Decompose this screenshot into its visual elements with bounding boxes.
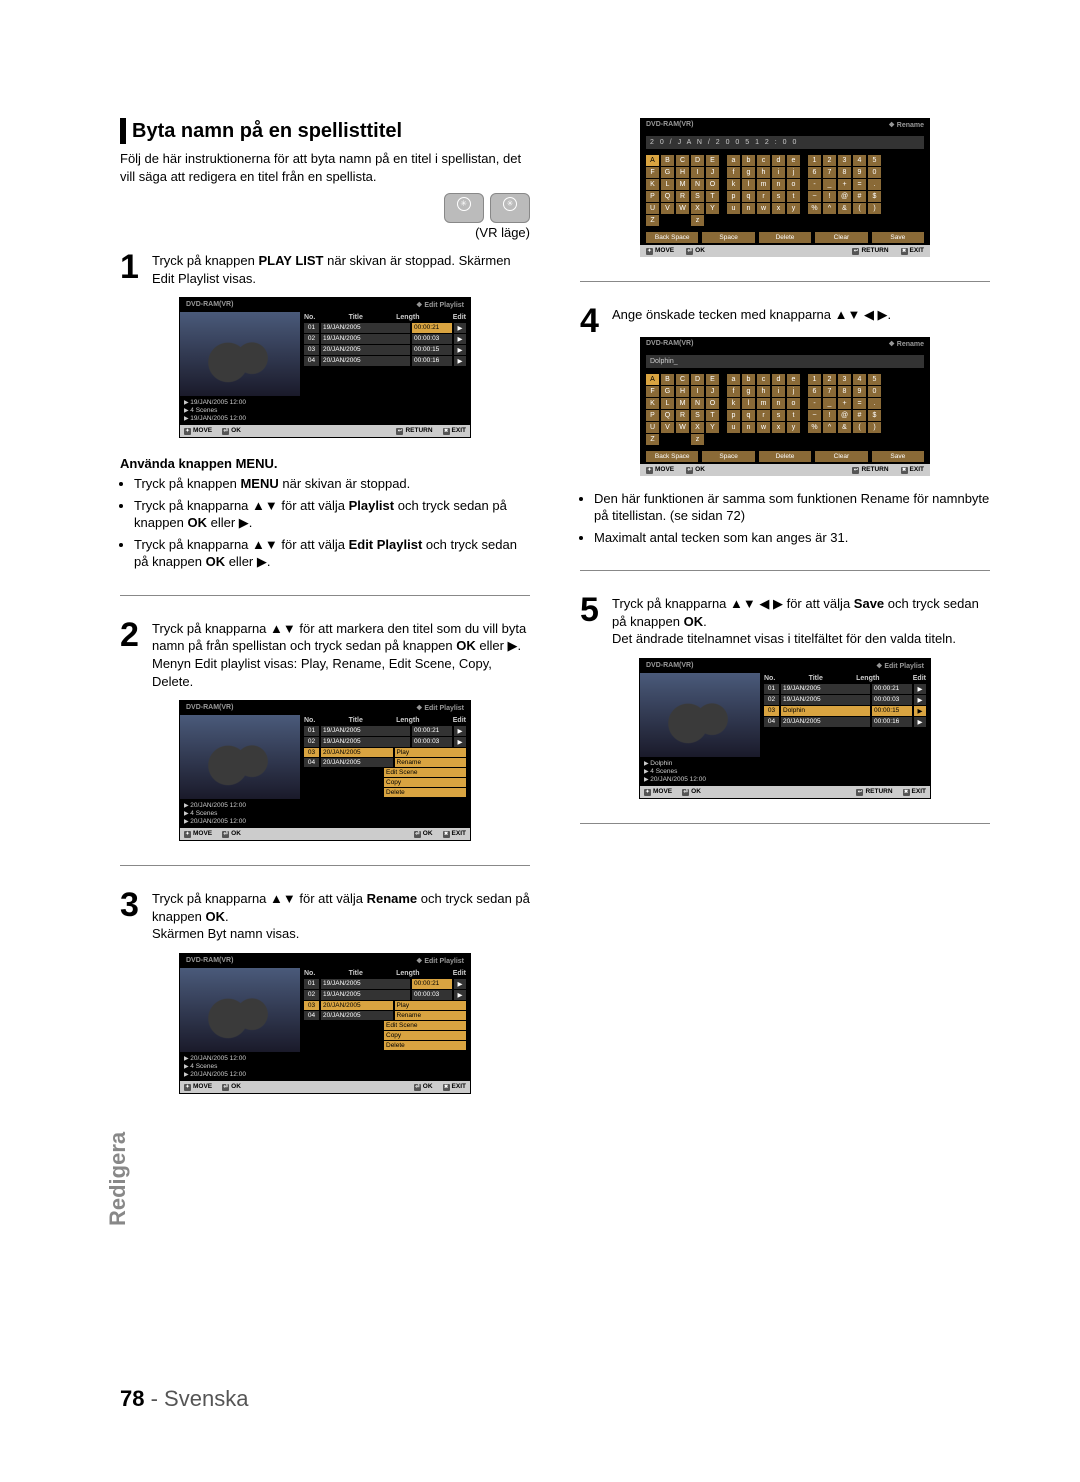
- section-title: Byta namn på en spellisttitel: [120, 118, 530, 144]
- disc-icons: ✳DVD-RAM ✳DVD-RW: [120, 193, 530, 223]
- notes: Den här funktionen är samma som funktion…: [580, 490, 990, 547]
- keyboard-panel-1: DVD-RAM(VR)Rename 2 0 / J A N / 2 0 0 5 …: [640, 118, 930, 257]
- step-number-1: 1: [120, 252, 146, 287]
- intro-text: Följ de här instruktionerna för att byta…: [120, 150, 530, 185]
- step-1-text: Tryck på knappen PLAY LIST när skivan är…: [152, 252, 530, 287]
- step-2-text: Tryck på knapparna ▲▼ för att markera de…: [152, 620, 530, 690]
- step-number-5: 5: [580, 595, 606, 648]
- step-4-text: Ange önskade tecken med knapparna ▲▼ ◀ ▶…: [612, 306, 990, 337]
- mode-label: (VR läge): [120, 225, 530, 240]
- screen-panel-2: DVD-RAM(VR)Edit Playlist 20/JAN/2005 12:…: [179, 700, 471, 841]
- menu-bullets: Tryck på knappen MENU när skivan är stop…: [120, 475, 530, 571]
- screen-panel-1: DVD-RAM(VR)Edit Playlist 19/JAN/2005 12:…: [179, 297, 471, 438]
- step-5-text: Tryck på knapparna ▲▼ ◀ ▶ för att välja …: [612, 595, 990, 648]
- page-footer: 78 - Svenska: [120, 1386, 248, 1412]
- step-number-4: 4: [580, 306, 606, 337]
- screen-panel-5: DVD-RAM(VR)Edit Playlist Dolphin 4 Scene…: [639, 658, 931, 799]
- step-number-2: 2: [120, 620, 146, 690]
- screen-panel-3: DVD-RAM(VR)Edit Playlist 20/JAN/2005 12:…: [179, 953, 471, 1094]
- menu-heading: Använda knappen MENU.: [120, 456, 530, 471]
- side-tab: Redigera: [105, 1132, 131, 1226]
- step-number-3: 3: [120, 890, 146, 943]
- keyboard-panel-2: DVD-RAM(VR)Rename Dolphin_ ABCDEabcde123…: [640, 337, 930, 476]
- step-3-text: Tryck på knapparna ▲▼ för att välja Rena…: [152, 890, 530, 943]
